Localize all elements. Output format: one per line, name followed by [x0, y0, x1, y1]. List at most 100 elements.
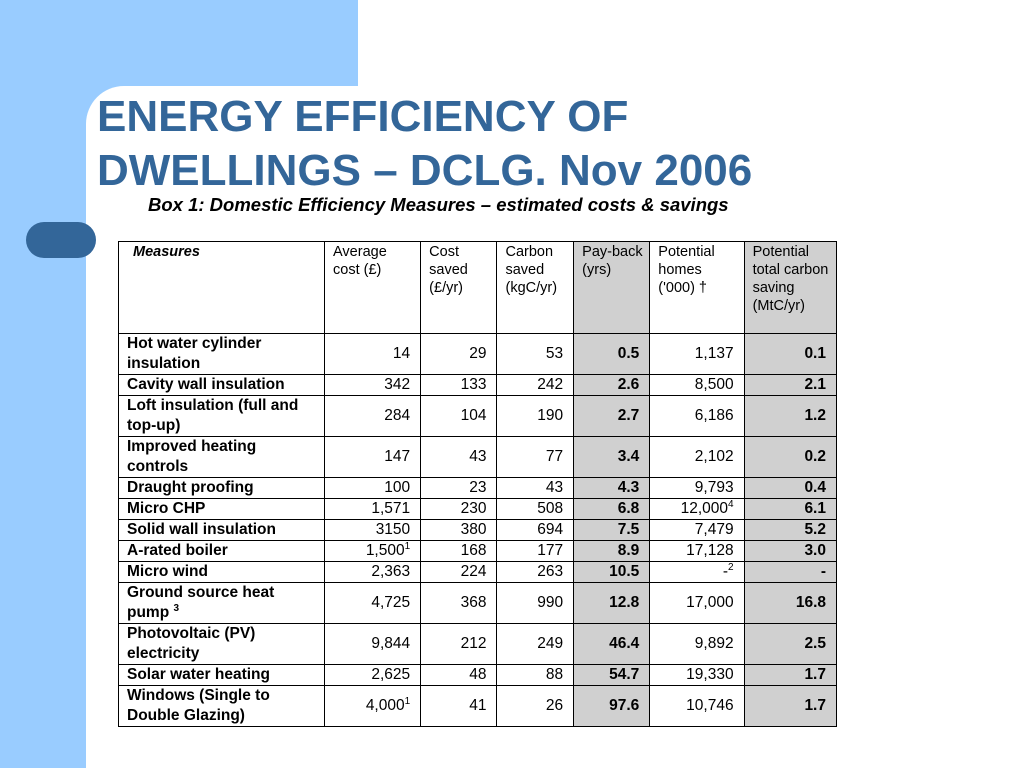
cell-potential-homes-value: 2,102	[694, 448, 734, 465]
cell-measure: Photovoltaic (PV) electricity	[117, 623, 326, 665]
cell-total-carbon-saving-value: 2.5	[804, 635, 826, 652]
cell-potential-homes-value: 1,137	[694, 345, 734, 362]
cell-measure: Solid wall insulation	[117, 519, 326, 541]
cell-payback: 0.5	[573, 333, 651, 375]
cell-carbon-saved-value: 26	[545, 697, 564, 714]
cell-carbon-saved-value: 77	[545, 448, 564, 465]
table-row: Micro wind 2,363 224 263 10.5 -2-	[117, 561, 838, 583]
cell-potential-homes-value: 19,330	[686, 666, 734, 683]
cell-payback-value: 97.6	[609, 697, 640, 714]
cell-carbon-saved: 26	[496, 685, 575, 727]
cell-cost-saved-value: 212	[460, 635, 487, 652]
cell-measure-value: Loft insulation (full and top-up)	[127, 397, 299, 434]
cell-measure: Improved heating controls	[117, 436, 326, 478]
cell-total-carbon-saving: 2.5	[743, 623, 838, 665]
cell-carbon-saved-value: 53	[545, 345, 564, 362]
cell-average-cost-value: 14	[392, 345, 411, 362]
cell-measure-value: Solar water heating	[127, 666, 270, 683]
cell-carbon-saved: 53	[496, 333, 575, 375]
cell-payback-value: 8.9	[617, 542, 640, 559]
cell-potential-homes: 19,330	[649, 664, 745, 686]
header-carbon-saved: Carbon saved (kgC/yr)	[496, 241, 575, 334]
cell-total-carbon-saving-value: -	[820, 563, 826, 580]
table-row: Solar water heating 2,625 48 88 54.7 19,330 1.…	[117, 664, 838, 686]
cell-cost-saved: 133	[420, 374, 498, 396]
cell-average-cost: 1,5001	[324, 540, 422, 562]
cell-cost-saved-value: 380	[460, 521, 487, 538]
cell-total-carbon-saving-value: 6.1	[804, 500, 826, 517]
cell-average-cost: 4,725	[324, 582, 422, 624]
cell-payback-value: 2.6	[617, 376, 640, 393]
cell-total-carbon-saving: -	[743, 561, 838, 583]
cell-average-cost-footnote: 1	[404, 696, 411, 707]
cell-potential-homes-value: 9,892	[694, 635, 734, 652]
cell-average-cost: 14	[324, 333, 422, 375]
cell-payback-value: 3.4	[617, 448, 640, 465]
cell-total-carbon-saving-value: 1.7	[804, 697, 826, 714]
cell-total-carbon-saving-value: 1.2	[804, 407, 826, 424]
cell-potential-homes: 17,128	[649, 540, 745, 562]
cell-measure: Ground source heat pump 3	[117, 582, 326, 624]
cell-measure-value: Windows (Single to Double Glazing)	[127, 687, 270, 724]
cell-average-cost-value: 1,571	[371, 500, 411, 517]
cell-total-carbon-saving: 6.1	[743, 498, 838, 520]
cell-cost-saved: 368	[420, 582, 498, 624]
cell-total-carbon-saving-value: 16.8	[795, 594, 826, 611]
cell-cost-saved: 48	[420, 664, 498, 686]
cell-cost-saved-value: 368	[460, 594, 487, 611]
cell-potential-homes-value: 17,128	[686, 542, 734, 559]
cell-cost-saved-value: 23	[469, 479, 487, 496]
cell-carbon-saved-value: 43	[545, 479, 564, 496]
table-row: Micro CHP 1,571 230 508 6.8 12,0004 6.1	[117, 498, 838, 520]
cell-measure: Draught proofing	[117, 477, 326, 499]
cell-potential-homes-value: -	[722, 563, 729, 580]
cell-measure: Solar water heating	[117, 664, 326, 686]
cell-average-cost: 9,844	[324, 623, 422, 665]
cell-average-cost: 284	[324, 395, 422, 437]
table-row: Photovoltaic (PV) electricity 9,844 212 249…	[117, 623, 838, 665]
cell-potential-homes: 2,102	[649, 436, 745, 478]
cell-total-carbon-saving: 1.7	[743, 664, 838, 686]
cell-average-cost-value: 2,363	[371, 563, 411, 580]
cell-total-carbon-saving: 1.7	[743, 685, 838, 727]
cell-payback: 2.6	[573, 374, 651, 396]
cell-measure: Windows (Single to Double Glazing)	[117, 685, 326, 727]
table-row: Hot water cylinder insulation 14 29 53 0.5 1,…	[117, 333, 838, 375]
cell-carbon-saved: 508	[496, 498, 575, 520]
cell-potential-homes-value: 17,000	[686, 594, 734, 611]
header-total-carbon-saving: Potential total carbon saving (MtC/yr)	[743, 241, 838, 334]
cell-total-carbon-saving: 2.1	[743, 374, 838, 396]
cell-payback-value: 10.5	[609, 563, 640, 580]
cell-cost-saved: 212	[420, 623, 498, 665]
table-caption: Box 1: Domestic Efficiency Measures – es…	[148, 194, 729, 215]
cell-average-cost: 2,363	[324, 561, 422, 583]
cell-potential-homes-value: 12,000	[680, 500, 729, 517]
cell-measure-value: Improved heating controls	[127, 438, 257, 475]
cell-carbon-saved-value: 190	[537, 407, 564, 424]
cell-carbon-saved: 190	[496, 395, 575, 437]
cell-payback: 46.4	[573, 623, 651, 665]
table-body: Hot water cylinder insulation 14 29 53 0.5 1,…	[117, 333, 838, 727]
cell-average-cost-value: 4,000	[365, 697, 405, 714]
cell-average-cost-value: 342	[384, 376, 411, 393]
cell-payback-value: 4.3	[617, 479, 640, 496]
cell-carbon-saved-value: 990	[537, 594, 564, 611]
cell-average-cost-value: 9,844	[371, 635, 411, 652]
cell-payback: 10.5	[573, 561, 651, 583]
cell-carbon-saved: 177	[496, 540, 575, 562]
header-cost-saved: Cost saved (£/yr)	[420, 241, 498, 334]
cell-carbon-saved-value: 694	[537, 521, 564, 538]
cell-potential-homes-footnote: 4	[728, 499, 734, 510]
cell-carbon-saved-value: 508	[537, 500, 564, 517]
cell-total-carbon-saving-value: 2.1	[804, 376, 826, 393]
table-row: Solid wall insulation 3150 380 694 7.5 7,479 5…	[117, 519, 838, 541]
cell-cost-saved: 41	[420, 685, 498, 727]
cell-payback: 3.4	[573, 436, 651, 478]
cell-total-carbon-saving: 3.0	[743, 540, 838, 562]
cell-total-carbon-saving-value: 0.4	[804, 479, 826, 496]
cell-potential-homes-value: 9,793	[694, 479, 734, 496]
cell-measure-value: Micro CHP	[127, 500, 206, 517]
cell-measure-value: Hot water cylinder insulation	[127, 335, 262, 372]
cell-total-carbon-saving-value: 1.7	[804, 666, 826, 683]
cell-payback: 54.7	[573, 664, 651, 686]
